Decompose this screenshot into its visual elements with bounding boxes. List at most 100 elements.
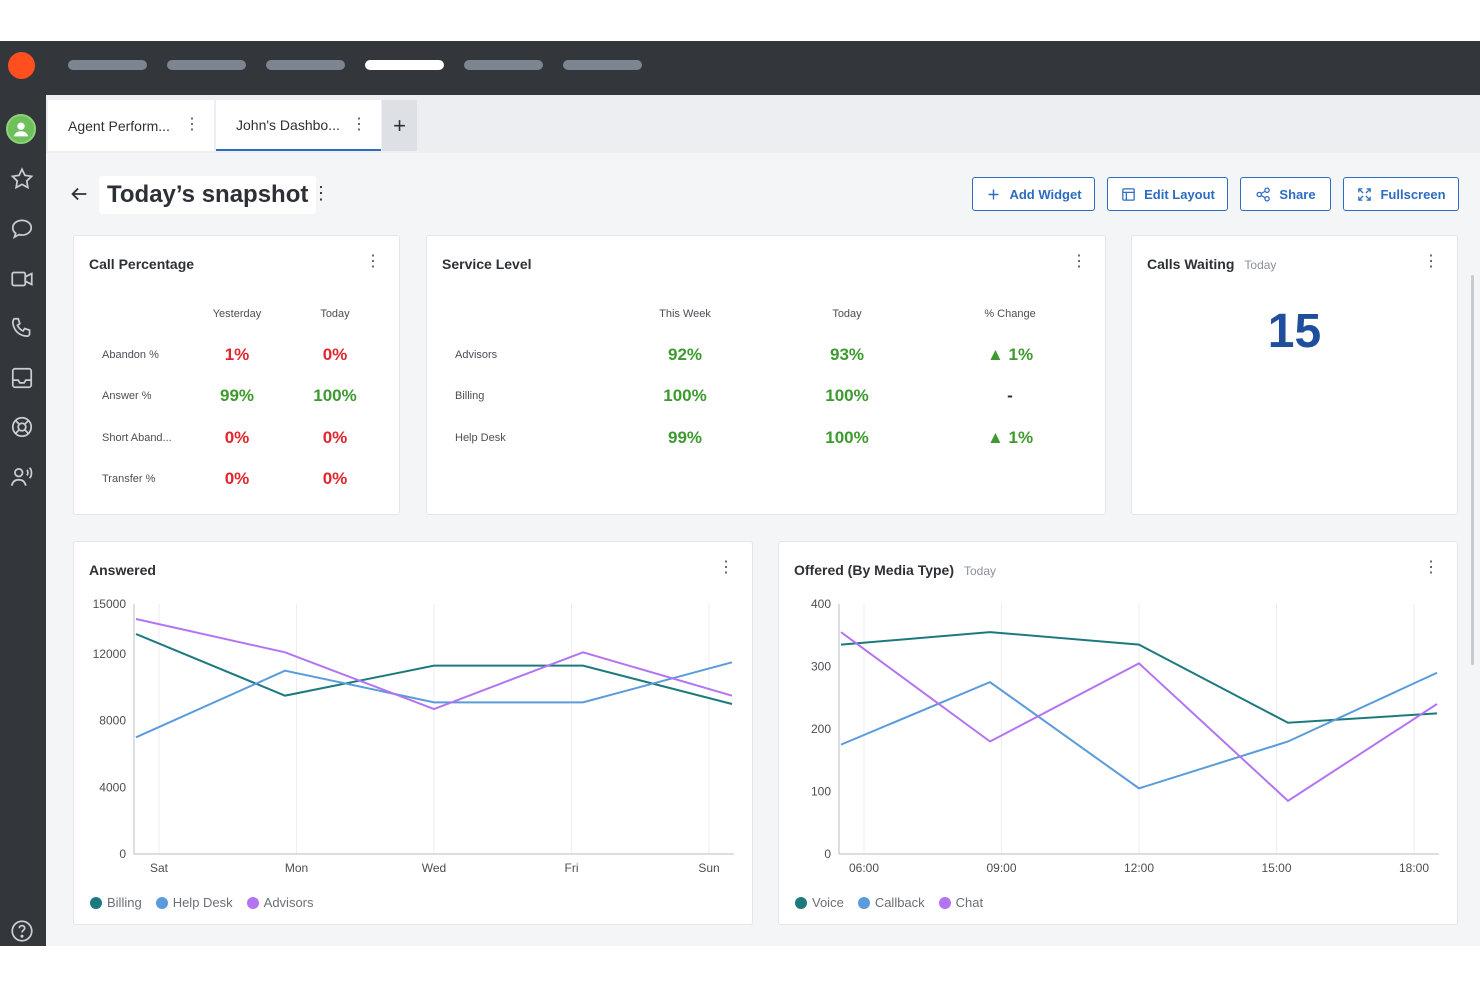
value-cell: 100%: [825, 428, 869, 447]
support-lifebuoy-icon[interactable]: [8, 413, 36, 441]
series-line-help-desk: [135, 661, 733, 739]
card-title: Calls Waiting: [1147, 256, 1235, 272]
video-icon[interactable]: [8, 265, 36, 293]
help-icon[interactable]: [8, 917, 36, 945]
y-tick-label: 12000: [93, 647, 127, 661]
row-label: Answer %: [102, 390, 152, 402]
legend-dot: [938, 896, 951, 909]
row-label: Advisors: [455, 349, 498, 361]
legend-label: Callback: [874, 895, 925, 910]
top-nav-item[interactable]: [563, 60, 642, 70]
value-cell: 100%: [825, 386, 869, 405]
x-tick-label: 15:00: [1261, 861, 1291, 875]
top-nav-item-active[interactable]: [365, 60, 444, 70]
phone-icon[interactable]: [8, 314, 36, 342]
inbox-icon[interactable]: [8, 364, 36, 392]
legend-dot: [90, 896, 102, 909]
title-menu-icon[interactable]: ⋮: [312, 183, 330, 203]
tab-menu-icon[interactable]: ⋮: [184, 116, 200, 133]
share-button[interactable]: Share: [1240, 177, 1331, 211]
legend-label: Chat: [955, 895, 984, 910]
y-tick-label: 4000: [99, 780, 126, 794]
row-label: Help Desk: [455, 432, 506, 444]
answered-line-chart: 0 4000 8000 12000 15000 Sat Mon Wed Fri Sun: [93, 597, 734, 875]
value-cell: 100%: [663, 386, 707, 405]
y-tick-label: 300: [811, 660, 831, 674]
row-label: Transfer %: [102, 473, 156, 485]
legend-item[interactable]: Billing: [90, 895, 142, 910]
card-title: Offered (By Media Type): [794, 562, 954, 578]
column-header: This Week: [659, 308, 711, 320]
card-menu-icon[interactable]: ⋮: [1423, 559, 1439, 576]
legend-item[interactable]: Chat: [938, 895, 984, 910]
calls-waiting-value: 15: [1267, 305, 1322, 358]
speaker-person-icon[interactable]: [8, 463, 36, 491]
share-label: Share: [1279, 186, 1316, 202]
top-nav-item[interactable]: [464, 60, 543, 70]
app-logo[interactable]: [8, 52, 35, 79]
tab-menu-icon[interactable]: ⋮: [351, 116, 367, 133]
scrollbar[interactable]: [1471, 275, 1474, 665]
card-title: Answered: [89, 562, 156, 578]
chat-bubble-icon[interactable]: [8, 215, 36, 243]
y-tick-label: 0: [824, 847, 831, 861]
x-tick-label: Sat: [150, 861, 169, 875]
legend-item[interactable]: Advisors: [246, 895, 314, 910]
legend-dot: [155, 896, 168, 909]
series-line-callback: [840, 671, 1438, 790]
offered-chart-card: Offered (By Media Type) Today ⋮ 0 100 200 30…: [778, 541, 1458, 925]
user-icon: [13, 122, 29, 137]
tab-johns-dashboard[interactable]: John's Dashbo... ⋮: [216, 100, 381, 151]
edit-layout-button[interactable]: Edit Layout: [1107, 177, 1228, 211]
top-nav-item[interactable]: [167, 60, 246, 70]
card-title: Call Percentage: [89, 256, 195, 272]
star-icon[interactable]: [8, 165, 36, 193]
card-menu-icon[interactable]: ⋮: [1071, 253, 1087, 270]
change-cell: -: [1007, 386, 1013, 405]
tab-agent-performance[interactable]: Agent Perform... ⋮: [48, 100, 214, 151]
card-menu-icon[interactable]: ⋮: [718, 559, 734, 576]
value-cell: 99%: [219, 386, 255, 405]
share-icon: [1256, 186, 1271, 202]
card-menu-icon[interactable]: ⋮: [1423, 253, 1439, 270]
top-nav-item[interactable]: [68, 60, 147, 70]
tab-label: John's Dashbo...: [236, 116, 340, 133]
card-title-wrap: Calls Waiting Today: [1147, 256, 1276, 272]
add-widget-label: Add Widget: [1009, 186, 1082, 202]
x-tick-label: 18:00: [1399, 861, 1429, 875]
fullscreen-button[interactable]: Fullscreen: [1343, 177, 1459, 211]
x-tick-label: Sun: [698, 861, 719, 875]
top-bar: [0, 41, 1480, 95]
legend-item[interactable]: Help Desk: [155, 895, 233, 910]
main-content: Agent Perform... ⋮ John's Dashbo... ⋮ + …: [46, 95, 1480, 946]
value-cell: 0%: [224, 469, 250, 488]
service-level-card: Service Level ⋮ This Week Today % Change…: [426, 235, 1106, 515]
add-widget-button[interactable]: Add Widget: [972, 177, 1095, 211]
value-cell: 0%: [224, 428, 250, 447]
x-tick-label: 12:00: [1124, 861, 1154, 875]
card-menu-icon[interactable]: ⋮: [365, 253, 381, 270]
top-nav-item[interactable]: [266, 60, 345, 70]
layout-icon: [1122, 187, 1135, 201]
x-tick-label: 06:00: [849, 861, 879, 875]
row-label: Abandon %: [102, 349, 159, 361]
value-cell: 99%: [667, 428, 703, 447]
value-cell: 100%: [313, 386, 357, 405]
x-tick-label: Wed: [422, 861, 446, 875]
fullscreen-icon: [1358, 187, 1372, 201]
y-tick-label: 15000: [93, 597, 127, 611]
y-tick-label: 400: [811, 597, 831, 611]
legend-dot: [795, 896, 807, 909]
add-tab-button[interactable]: +: [382, 100, 417, 151]
series-line-billing: [135, 633, 733, 705]
card-title-wrap: Offered (By Media Type) Today: [794, 562, 996, 578]
legend-item[interactable]: Voice: [795, 895, 844, 910]
legend-label: Help Desk: [172, 895, 233, 910]
back-arrow-icon[interactable]: [68, 183, 90, 205]
column-header: Today: [320, 308, 350, 320]
tab-bar: Agent Perform... ⋮ John's Dashbo... ⋮ +: [46, 95, 1480, 153]
avatar[interactable]: [6, 114, 36, 144]
legend-item[interactable]: Callback: [857, 895, 925, 910]
page-title[interactable]: Today’s snapshot: [99, 176, 317, 214]
legend-dot: [857, 896, 870, 909]
